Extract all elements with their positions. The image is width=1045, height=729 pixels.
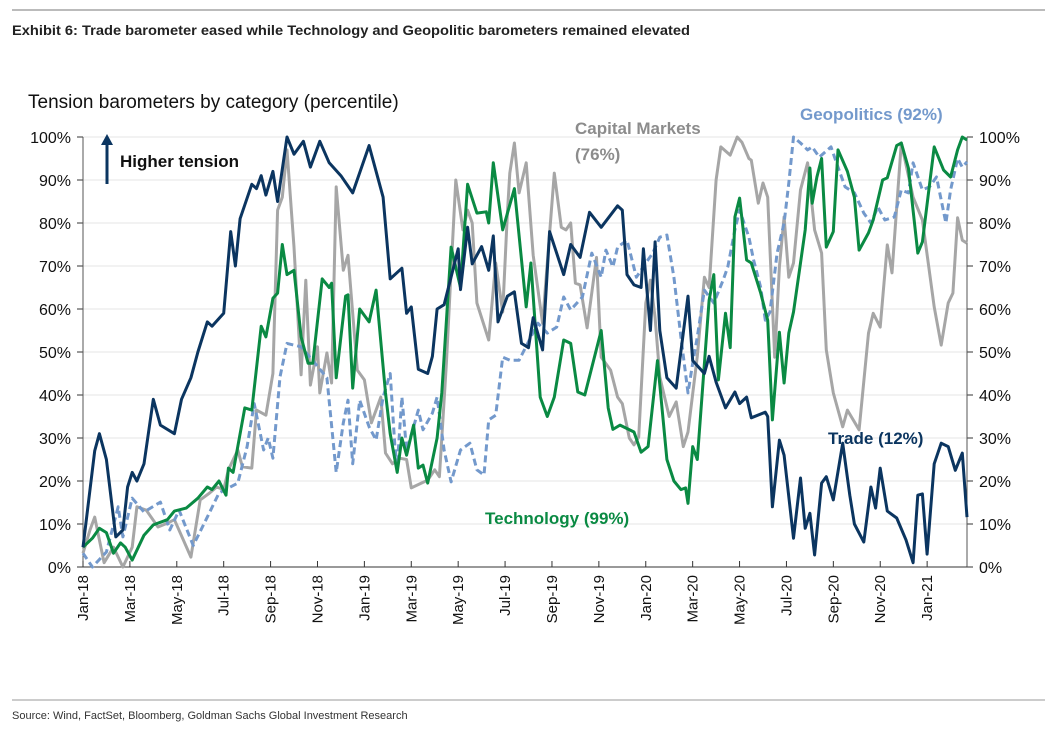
higher-tension-label: Higher tension <box>120 152 239 171</box>
series-line-geopolitics <box>81 135 969 569</box>
trade-label: Trade (12%) <box>828 429 923 448</box>
x-tick-label: Sep-19 <box>544 575 561 623</box>
y-tick-label-right: 40% <box>979 388 1011 405</box>
y-tick-label: 90% <box>39 173 71 190</box>
x-tick-label: Jul-20 <box>778 575 795 616</box>
y-tick-label: 40% <box>39 388 71 405</box>
source-note: Source: Wind, FactSet, Bloomberg, Goldma… <box>12 710 408 722</box>
y-tick-label: 50% <box>39 345 71 362</box>
x-tick-label: Mar-18 <box>122 575 139 623</box>
technology-label: Technology (99%) <box>485 509 629 528</box>
x-tick-label: Mar-20 <box>685 575 702 623</box>
y-tick-label: 80% <box>39 216 71 233</box>
x-tick-label: Sep-20 <box>825 575 842 623</box>
x-tick-label: Jan-21 <box>919 575 936 621</box>
y-tick-label-right: 50% <box>979 345 1011 362</box>
y-tick-label-right: 80% <box>979 216 1011 233</box>
x-tick-label: Jan-18 <box>75 575 92 621</box>
x-tick-label: May-18 <box>169 575 186 625</box>
y-tick-label-right: 90% <box>979 173 1011 190</box>
y-axis-left-labels: 0% 10% 20% 30% 40% 50% 60% 70% 80% 90% 100% <box>30 130 71 577</box>
y-tick-label: 20% <box>39 474 71 491</box>
x-axis-labels: Jan-18 Mar-18 May-18 Jul-18 Sep-18 Nov-18 Jan-… <box>75 575 936 625</box>
higher-tension-annotation: Higher tension <box>101 134 239 184</box>
y-tick-label: 60% <box>39 302 71 319</box>
x-tick-label: Nov-19 <box>591 575 608 623</box>
chart-title: Tension barometers by category (percenti… <box>28 92 399 113</box>
x-tick-label: Jul-18 <box>216 575 233 616</box>
x-tick-label: Jan-20 <box>638 575 655 621</box>
x-tick-label: May-20 <box>732 575 749 625</box>
gridlines <box>83 136 967 525</box>
y-tick-label-right: 10% <box>979 517 1011 534</box>
x-tick-label: Mar-19 <box>403 575 420 623</box>
exhibit-title: Exhibit 6: Trade barometer eased while T… <box>12 22 690 38</box>
x-tick-label: Sep-18 <box>263 575 280 623</box>
x-tick-label: Nov-20 <box>872 575 889 623</box>
x-tick-label: May-19 <box>450 575 467 625</box>
capital-markets-label: Capital Markets <box>575 119 701 138</box>
y-tick-label-right: 60% <box>979 302 1011 319</box>
axes <box>77 136 973 568</box>
capital-markets-value: (76%) <box>575 145 620 164</box>
y-tick-label-right: 20% <box>979 474 1011 491</box>
up-arrow-icon <box>101 134 113 184</box>
x-tick-label: Jan-19 <box>356 575 373 621</box>
x-tick-label: Nov-18 <box>309 575 326 623</box>
y-tick-label-right: 70% <box>979 259 1011 276</box>
series-line-technology <box>81 135 968 562</box>
y-tick-label: 30% <box>39 431 71 448</box>
y-tick-label-right: 100% <box>979 130 1020 147</box>
series-lines <box>81 135 969 569</box>
y-axis-right-labels: 0% 10% 20% 30% 40% 50% 60% 70% 80% 90% 100% <box>979 130 1020 577</box>
series-line-capital-markets <box>81 135 968 569</box>
y-tick-label: 10% <box>39 517 71 534</box>
x-tick-label: Jul-19 <box>497 575 514 616</box>
y-tick-label: 100% <box>30 130 71 147</box>
y-tick-label: 70% <box>39 259 71 276</box>
y-tick-label-right: 30% <box>979 431 1011 448</box>
series-line-trade <box>81 135 969 565</box>
geopolitics-label: Geopolitics (92%) <box>800 105 943 124</box>
y-tick-label-right: 0% <box>979 560 1002 577</box>
y-tick-label: 0% <box>48 560 71 577</box>
